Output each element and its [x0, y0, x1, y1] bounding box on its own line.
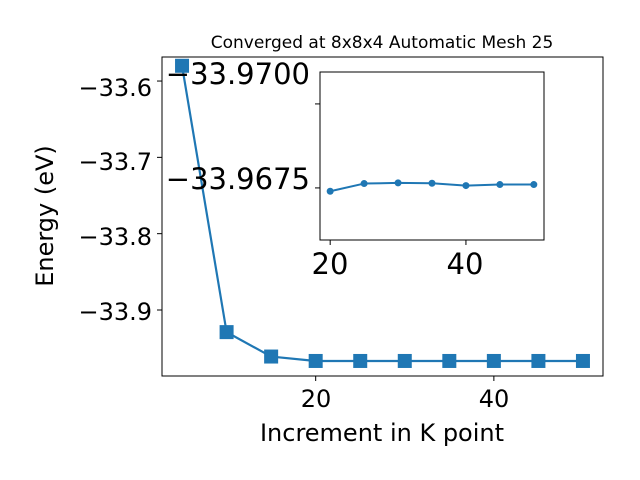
main-x-tick-label-40: 40 — [479, 385, 510, 413]
main-x-tick-label-20: 20 — [301, 385, 332, 413]
inset-y-tick-label-33.9700: −33.9700 — [166, 57, 310, 91]
inset-y-tick-label-33.9675: −33.9675 — [166, 162, 310, 196]
main-data-point-40 — [486, 353, 501, 368]
main-plot-frame — [161, 56, 604, 377]
inset-data-point-30 — [394, 179, 402, 187]
inset-data-point-25 — [360, 180, 368, 188]
main-y-tick-label-33.8: −33.8 — [78, 223, 152, 251]
main-y-tick-label-33.7: −33.7 — [78, 148, 152, 176]
inset-x-tick-label-40: 40 — [447, 247, 484, 281]
main-data-point-25 — [353, 353, 368, 368]
main-data-point-20 — [308, 353, 323, 368]
main-ticks-group — [157, 80, 495, 381]
main-y-tick-label-33.6: −33.6 — [78, 74, 152, 102]
chart-title: Converged at 8x8x4 Automatic Mesh 25 — [211, 33, 554, 53]
main-data-point-50 — [575, 353, 590, 368]
inset-plot-frame — [319, 71, 545, 241]
inset-data-point-35 — [428, 179, 436, 187]
main-series-group — [175, 58, 590, 368]
main-data-point-5 — [175, 58, 190, 73]
inset-data-point-50 — [530, 181, 538, 189]
x-axis-label: Increment in K point — [260, 419, 504, 447]
inset-plot-background — [320, 72, 544, 240]
inset-plot: 20 40 −33.9700 −33.9675 — [166, 57, 545, 281]
inset-data-point-40 — [462, 182, 470, 190]
y-axis-label: Energy (eV) — [31, 145, 59, 287]
inset-x-tick-label-20: 20 — [312, 247, 349, 281]
inset-ticks-group — [315, 103, 467, 245]
main-data-point-15 — [264, 349, 279, 364]
inset-data-point-20 — [326, 187, 334, 195]
main-data-point-10 — [219, 325, 234, 340]
main-series-line — [180, 65, 583, 363]
inset-data-point-45 — [496, 181, 504, 189]
main-data-point-35 — [442, 353, 457, 368]
inset-series-group — [326, 179, 538, 195]
main-y-tick-label-33.9: −33.9 — [78, 298, 152, 326]
main-data-point-45 — [531, 353, 546, 368]
main-data-point-30 — [397, 353, 412, 368]
